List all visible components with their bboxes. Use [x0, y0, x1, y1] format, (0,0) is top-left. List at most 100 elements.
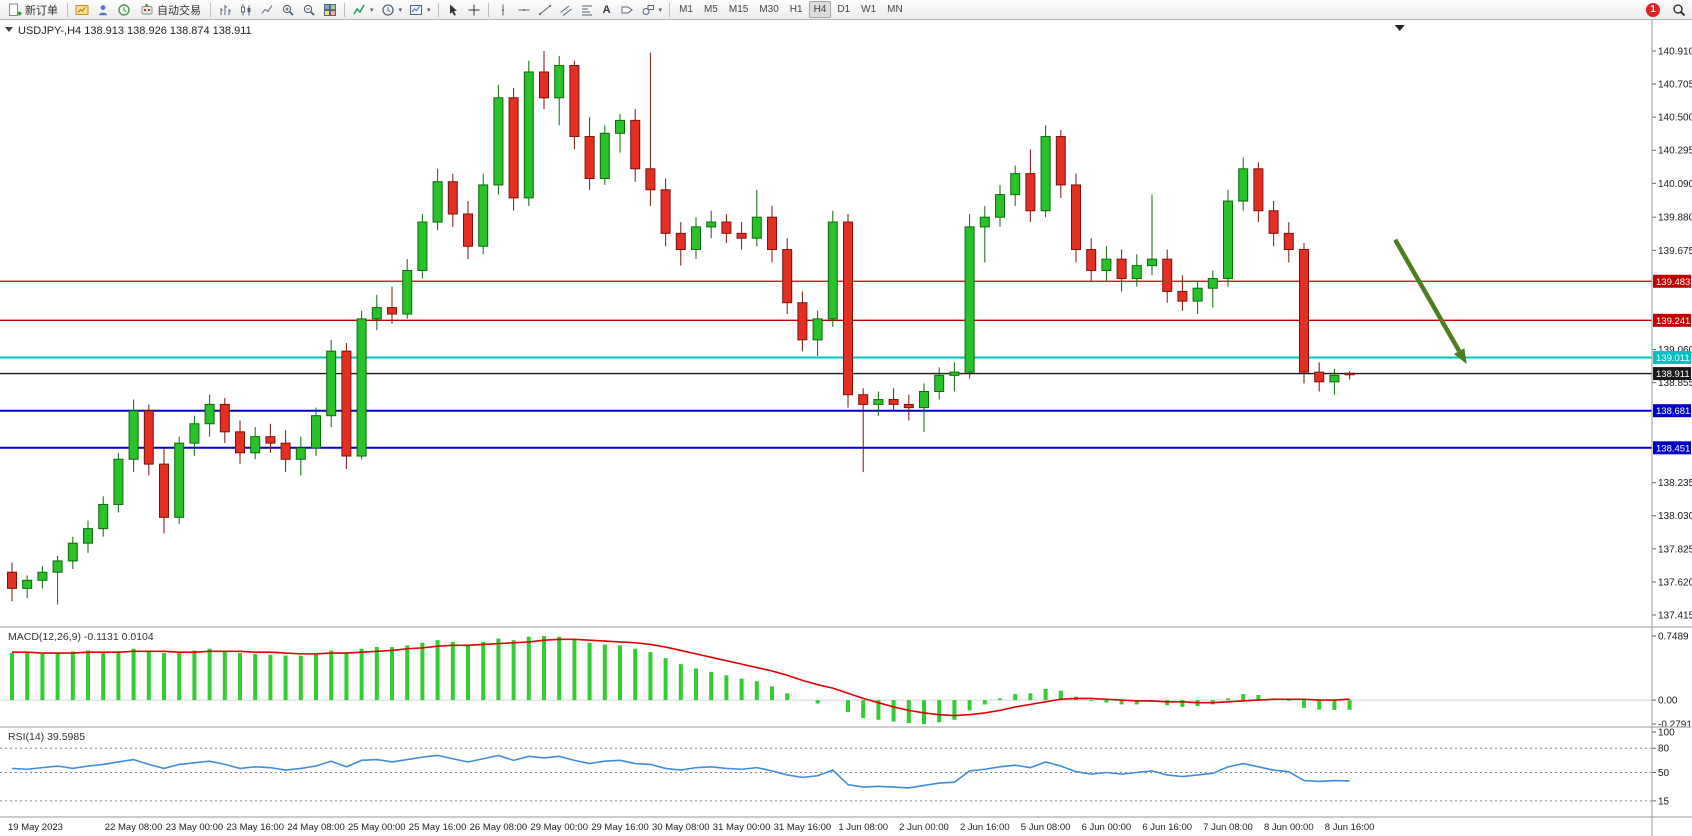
candle: [1116, 258, 1127, 280]
shift-marker[interactable]: [1394, 25, 1405, 31]
price-tick: 137.415: [1658, 610, 1692, 621]
svg-text:138.451: 138.451: [1656, 443, 1690, 454]
clock-refresh-icon: [117, 3, 131, 17]
candle: [1086, 248, 1097, 271]
profile-icon: [98, 4, 108, 15]
candle: [311, 415, 321, 449]
chart-canvas[interactable]: MACD(12,26,9) -0.1131 0.0104 RSI(14) 39.5…: [0, 20, 1692, 836]
separator: [487, 2, 489, 17]
time-label: 23 May 16:00: [226, 822, 284, 833]
profiles-button[interactable]: [93, 1, 113, 18]
channel-tool[interactable]: [556, 1, 576, 18]
new-chart-button[interactable]: [72, 1, 92, 18]
chevron-down-icon: ▾: [398, 6, 403, 14]
timeframe-H4[interactable]: H4: [808, 1, 832, 18]
new-chart-icon: [75, 3, 89, 17]
candle: [995, 194, 1005, 218]
trendline-tool[interactable]: [535, 1, 555, 18]
search-button[interactable]: [1669, 1, 1689, 18]
timeframe-D1[interactable]: D1: [832, 1, 855, 18]
candle: [174, 442, 185, 518]
crosshair-button[interactable]: [464, 1, 484, 18]
candle: [569, 65, 580, 138]
axis-layer: 140.910 140.705 140.500 140.295 140.090 139.8…: [5, 25, 1692, 833]
separator: [344, 2, 345, 17]
time-label: 25 May 16:00: [409, 822, 467, 833]
candle: [949, 371, 960, 376]
time-label: 31 May 16:00: [774, 822, 832, 833]
candle: [858, 394, 869, 405]
horizontal-line-tool[interactable]: [514, 1, 534, 18]
templates-icon: [409, 3, 423, 17]
vertical-line-tool[interactable]: [493, 1, 513, 18]
candlestick-chart-button[interactable]: [236, 1, 256, 18]
line-chart-button[interactable]: [257, 1, 277, 18]
time-label: 7 Jun 08:00: [1203, 822, 1253, 833]
auto-trading-label: 自动交易: [157, 4, 201, 17]
timeframe-MN[interactable]: MN: [882, 1, 908, 18]
candle: [235, 431, 245, 454]
candles-layer: [7, 51, 1355, 605]
macd-axis-tick: 0.00: [1658, 696, 1678, 707]
rsi-axis-tick: 100: [1658, 728, 1675, 739]
candle: [903, 403, 914, 409]
time-label: 8 Jun 00:00: [1264, 822, 1314, 833]
notification-badge[interactable]: 1: [1646, 2, 1660, 17]
zoom-out-button[interactable]: [299, 1, 319, 18]
label-tool[interactable]: [617, 1, 637, 18]
candle: [873, 399, 884, 405]
periods-button[interactable]: ▾: [378, 1, 406, 18]
svg-text:138.681: 138.681: [1656, 406, 1690, 417]
timeframe-W1[interactable]: W1: [856, 1, 881, 18]
candle: [219, 403, 230, 433]
arrow-head-icon: [1453, 348, 1467, 365]
candle: [204, 403, 215, 425]
annotation-layer[interactable]: [1393, 238, 1467, 365]
time-label: 1 Jun 08:00: [838, 822, 888, 833]
indicators-button[interactable]: ▾: [349, 1, 377, 18]
auto-trading-button[interactable]: 自动交易: [135, 1, 206, 18]
templates-button[interactable]: ▾: [406, 1, 434, 18]
time-label: 24 May 08:00: [287, 822, 345, 833]
shapes-icon: [641, 3, 655, 17]
candle: [493, 97, 504, 186]
auto-trading-icon: [140, 3, 154, 17]
text-tool[interactable]: A: [598, 1, 616, 18]
candle: [539, 71, 549, 99]
new-order-button[interactable]: 新订单: [3, 1, 63, 18]
candle: [447, 181, 458, 215]
zoom-in-button[interactable]: [278, 1, 298, 18]
arrow-annotation[interactable]: [1393, 238, 1462, 353]
timeframe-M30[interactable]: M30: [754, 1, 783, 18]
rsi-label: RSI(14) 39.5985: [8, 731, 85, 743]
bar-chart-icon: [218, 3, 232, 17]
timeframe-H1[interactable]: H1: [785, 1, 808, 18]
price-tick: 137.825: [1658, 544, 1692, 555]
symbol-dropdown-icon[interactable]: [5, 27, 13, 32]
cursor-button[interactable]: [443, 1, 463, 18]
candle: [143, 410, 154, 465]
time-label: 2 Jun 16:00: [960, 822, 1010, 833]
shapes-tool[interactable]: ▾: [638, 1, 666, 18]
rsi-axis-tick: 80: [1658, 744, 1670, 755]
channel-icon: [559, 3, 573, 17]
fibonacci-tool[interactable]: [577, 1, 597, 18]
timeframe-group: M1 M5 M15 M30 H1 H4 D1 W1 MN: [674, 1, 908, 18]
candle: [1055, 136, 1066, 186]
bar-chart-button[interactable]: [215, 1, 235, 18]
history-center-button[interactable]: [114, 1, 134, 18]
timeframe-M1[interactable]: M1: [674, 1, 698, 18]
price-tick: 137.620: [1658, 577, 1692, 588]
price-tick: 140.090: [1658, 179, 1692, 190]
tile-windows-button[interactable]: [320, 1, 340, 18]
price-tick: 140.295: [1658, 146, 1692, 157]
timeframe-M5[interactable]: M5: [699, 1, 723, 18]
timeframe-M15[interactable]: M15: [724, 1, 753, 18]
candle: [584, 136, 595, 179]
candle: [402, 269, 413, 315]
candle: [7, 571, 17, 589]
macd-axis-tick: -0.2791: [1658, 719, 1692, 730]
candle: [1207, 278, 1218, 289]
price-levels-layer[interactable]: [0, 280, 1652, 449]
zoom-in-icon: [281, 3, 295, 17]
